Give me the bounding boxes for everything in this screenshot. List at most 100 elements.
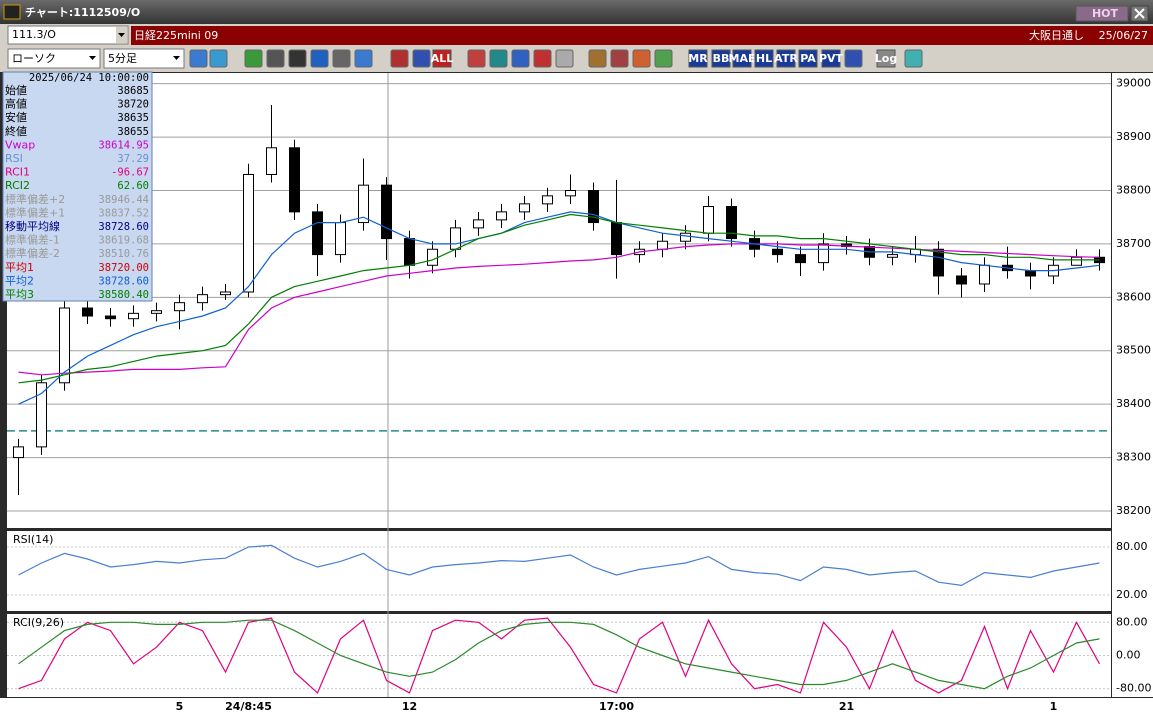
- candle-body: [795, 254, 806, 264]
- series-line: [18, 211, 1100, 405]
- tool-button[interactable]: [776, 49, 796, 68]
- tool-icon[interactable]: [467, 49, 486, 68]
- tool-icon[interactable]: [288, 49, 307, 68]
- tool-button[interactable]: [432, 49, 452, 68]
- symbol[interactable]: 111.3/O: [12, 28, 56, 41]
- info-value: -96.67: [111, 167, 149, 179]
- candle-body: [358, 184, 369, 224]
- info-label: 標準偏差-2: [5, 246, 60, 260]
- instrument: 日経225mini 09: [134, 29, 218, 42]
- info-label: RSI: [5, 152, 23, 165]
- info-panel: [2, 71, 153, 302]
- tool-button[interactable]: [732, 49, 752, 68]
- y-tick-label: 39000: [1116, 77, 1151, 90]
- candle-body: [450, 227, 461, 250]
- info-value: 38635: [117, 112, 149, 124]
- interval[interactable]: 5分足: [108, 52, 137, 65]
- tool-icon[interactable]: [390, 49, 409, 68]
- tool-icon[interactable]: [209, 49, 228, 68]
- candle-body: [496, 211, 507, 221]
- tool-icon[interactable]: [310, 49, 329, 68]
- tool-icon[interactable]: [632, 49, 651, 68]
- series-line: [18, 213, 1100, 384]
- tool-button[interactable]: [821, 49, 841, 68]
- tool-button[interactable]: [711, 49, 731, 68]
- candle-body: [220, 291, 231, 296]
- candle-body: [565, 190, 576, 197]
- close-icon: [1134, 8, 1145, 19]
- tool-icon[interactable]: [555, 49, 574, 68]
- style-select[interactable]: [7, 48, 101, 69]
- tool-button-label[interactable]: MAE: [729, 52, 756, 65]
- tool-icon[interactable]: [904, 49, 923, 68]
- hot-label[interactable]: HOT: [1092, 7, 1119, 20]
- info-label: 平均3: [5, 288, 34, 301]
- info-value: 38946.44: [98, 194, 149, 206]
- info-value: 38720: [117, 99, 149, 111]
- candle-body: [703, 206, 714, 234]
- info-value: 38720.00: [98, 262, 149, 274]
- info-value: 38728.60: [98, 221, 149, 233]
- tool-icon[interactable]: [412, 49, 431, 68]
- interval-select[interactable]: [103, 48, 185, 69]
- tool-icon[interactable]: [489, 49, 508, 68]
- tool-button[interactable]: [688, 49, 708, 68]
- candle-body: [772, 248, 783, 256]
- tool-icon[interactable]: [588, 49, 607, 68]
- y-tick-label: 38700: [1116, 237, 1151, 250]
- tool-icon[interactable]: [654, 49, 673, 68]
- tool-button[interactable]: [876, 49, 896, 68]
- candle-body: [726, 206, 737, 240]
- candle-body: [979, 264, 990, 285]
- candle-body: [519, 203, 530, 213]
- info-label: 標準偏差+1: [5, 205, 65, 219]
- y-tick-label: 38400: [1116, 397, 1151, 410]
- info-label: 安値: [5, 110, 27, 124]
- x-tick-label: 24/8:45: [225, 700, 272, 713]
- tool-icon[interactable]: [610, 49, 629, 68]
- tool-icon[interactable]: [244, 49, 263, 68]
- candle-body: [473, 219, 484, 229]
- rsi-panel: [7, 531, 1111, 611]
- value-axis: [1112, 73, 1153, 697]
- candle-body: [404, 238, 415, 266]
- info-label: 平均1: [5, 261, 34, 274]
- chart-style[interactable]: ローソク: [12, 52, 56, 65]
- tool-icon[interactable]: [266, 49, 285, 68]
- tool-icon[interactable]: [533, 49, 552, 68]
- tool-icon[interactable]: [511, 49, 530, 68]
- info-label: 移動平均線: [5, 219, 60, 233]
- tool-button[interactable]: [754, 49, 774, 68]
- tool-button-label[interactable]: PA: [800, 52, 816, 65]
- series-line: [18, 544, 1100, 587]
- tool-icon[interactable]: [189, 49, 208, 68]
- tool-button-label[interactable]: HL: [756, 52, 772, 65]
- tool-button-label[interactable]: BB: [713, 52, 730, 65]
- y-tick-label: 38200: [1116, 504, 1151, 517]
- info-value: 38655: [117, 126, 149, 138]
- tool-button-label[interactable]: ATR: [774, 52, 798, 65]
- price-panel: [7, 73, 1111, 528]
- hot-button[interactable]: [1075, 5, 1129, 22]
- symbol-box[interactable]: [7, 25, 129, 45]
- candle-body: [13, 446, 24, 459]
- info-value: 38580.40: [98, 289, 149, 301]
- candle-body: [289, 147, 300, 213]
- tool-button-label[interactable]: Log: [875, 52, 897, 65]
- tool-button[interactable]: [798, 49, 818, 68]
- panel-title: RCI(9,26): [13, 616, 64, 629]
- tool-button-label[interactable]: PVT: [819, 52, 844, 65]
- arrow: [118, 33, 125, 37]
- y-tick-label: 38600: [1116, 290, 1151, 303]
- candle-body: [105, 315, 116, 320]
- tool-icon[interactable]: [844, 49, 863, 68]
- tool-icon[interactable]: [332, 49, 351, 68]
- tool-button-label[interactable]: MR: [688, 52, 708, 65]
- session: 大阪日通し: [1029, 28, 1084, 42]
- candle-body: [335, 222, 346, 256]
- candle-body: [128, 312, 139, 320]
- tool-icon[interactable]: [354, 49, 373, 68]
- tool-button-label[interactable]: ALL: [431, 52, 454, 65]
- y-tick-label: 38900: [1116, 130, 1151, 143]
